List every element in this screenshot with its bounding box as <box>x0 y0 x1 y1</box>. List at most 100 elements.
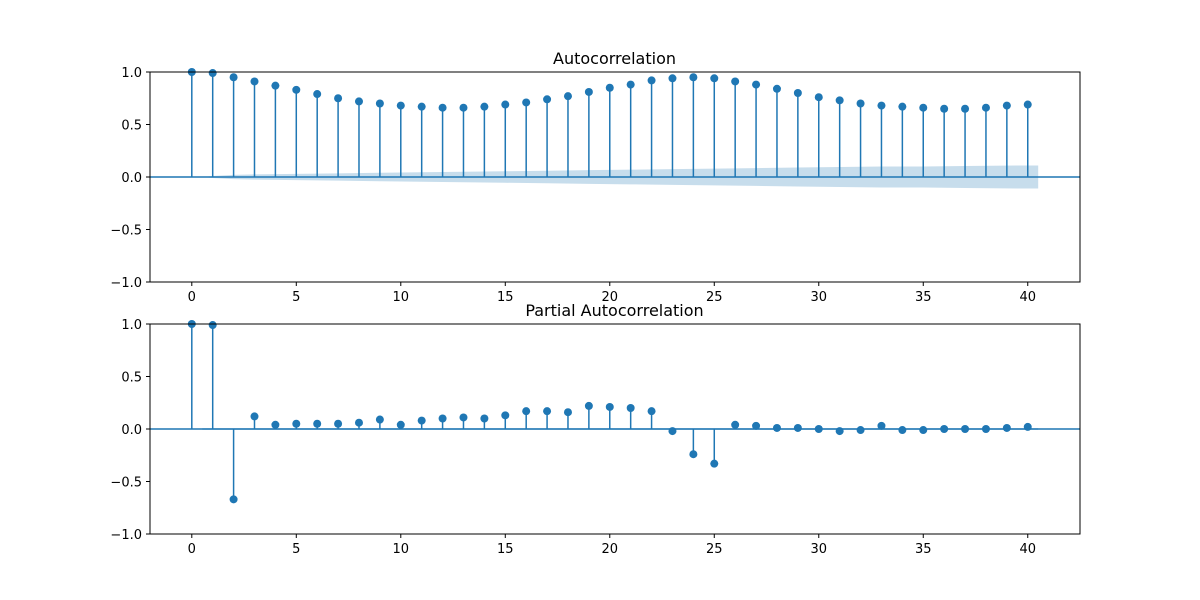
pacf-xtick-label-40: 40 <box>1019 542 1036 557</box>
acf-xtick-label-0: 0 <box>188 290 196 305</box>
acf-marker-12 <box>438 103 447 112</box>
acf-marker-31 <box>835 96 844 105</box>
pacf-marker-32 <box>856 426 865 435</box>
pacf-marker-4 <box>271 420 280 429</box>
pacf-ytick-label-3: 0.5 <box>121 371 142 386</box>
acf-marker-33 <box>877 101 886 110</box>
acf-marker-40 <box>1023 100 1032 109</box>
acf-marker-16 <box>522 98 531 107</box>
pacf-marker-37 <box>961 425 970 433</box>
pacf-panel: 0 5 10 15 20 25 30 35 40 −1.0 −0.5 0.0 0.5 1.0 Partial… <box>110 301 1081 557</box>
acf-ytick-label-4: 1.0 <box>121 66 142 81</box>
acf-panel: 0 5 10 15 20 25 30 35 40 −1.0 −0.5 0.0 0.5 1.0 Autocor… <box>110 49 1081 305</box>
acf-marker-24 <box>689 73 698 82</box>
pacf-xtick-label-0: 0 <box>188 542 196 557</box>
acf-marker-36 <box>940 104 949 113</box>
acf-marker-26 <box>731 77 740 86</box>
pacf-marker-25 <box>710 459 719 468</box>
acf-marker-19 <box>584 87 593 96</box>
pacf-marker-11 <box>417 416 426 425</box>
pacf-marker-39 <box>1002 423 1011 432</box>
acf-marker-15 <box>501 100 510 109</box>
pacf-marker-30 <box>814 425 823 433</box>
acf-ytick-label-0: −1.0 <box>110 276 142 291</box>
acf-marker-9 <box>375 99 384 108</box>
acf-marker-1 <box>208 69 217 78</box>
acf-xtick-label-25: 25 <box>706 290 723 305</box>
pacf-marker-31 <box>835 427 844 436</box>
pacf-marker-12 <box>438 414 447 423</box>
acf-xtick-label-5: 5 <box>292 290 300 305</box>
acf-marker-21 <box>626 80 635 89</box>
acf-marker-14 <box>480 102 489 111</box>
pacf-marker-5 <box>292 419 301 428</box>
pacf-xtick-label-25: 25 <box>706 542 723 557</box>
pacf-marker-13 <box>459 413 468 422</box>
acf-xtick-label-20: 20 <box>602 290 619 305</box>
pacf-marker-16 <box>522 407 531 416</box>
pacf-marker-10 <box>396 420 405 429</box>
acf-ytick-label-1: −0.5 <box>110 224 142 239</box>
acf-marker-10 <box>396 101 405 110</box>
acf-ytick-label-2: 0.0 <box>121 171 142 186</box>
acf-marker-4 <box>271 81 280 90</box>
acf-xtick-label-15: 15 <box>497 290 514 305</box>
acf-marker-35 <box>919 103 928 112</box>
acf-marker-22 <box>647 76 656 85</box>
pacf-xtick-label-10: 10 <box>393 542 410 557</box>
acf-ytick-label-3: 0.5 <box>121 119 142 134</box>
acf-marker-18 <box>563 92 572 101</box>
pacf-ytick-label-4: 1.0 <box>121 318 142 333</box>
pacf-ytick-label-0: −1.0 <box>110 528 142 543</box>
acf-marker-13 <box>459 103 468 112</box>
acf-marker-20 <box>605 83 614 92</box>
pacf-marker-9 <box>375 415 384 424</box>
pacf-marker-28 <box>772 423 781 432</box>
acf-marker-29 <box>793 89 802 97</box>
pacf-xtick-label-5: 5 <box>292 542 300 557</box>
pacf-marker-29 <box>793 423 802 432</box>
pacf-marker-26 <box>731 420 740 429</box>
pacf-ytick-label-2: 0.0 <box>121 423 142 438</box>
acf-marker-27 <box>752 80 761 89</box>
pacf-marker-38 <box>981 425 990 433</box>
acf-marker-38 <box>981 103 990 112</box>
pacf-marker-14 <box>480 414 489 423</box>
pacf-title: Partial Autocorrelation <box>525 301 703 320</box>
acf-marker-7 <box>334 94 343 103</box>
pacf-marker-19 <box>584 401 593 410</box>
pacf-xtick-label-30: 30 <box>810 542 827 557</box>
pacf-marker-15 <box>501 411 510 420</box>
pacf-marker-3 <box>250 412 259 421</box>
pacf-marker-27 <box>752 421 761 430</box>
acf-xtick-label-35: 35 <box>915 290 932 305</box>
acf-marker-23 <box>668 74 677 83</box>
pacf-marker-36 <box>940 425 949 433</box>
acf-xtick-label-30: 30 <box>810 290 827 305</box>
acf-marker-28 <box>772 84 781 93</box>
pacf-marker-1 <box>208 321 217 330</box>
pacf-marker-21 <box>626 404 635 412</box>
acf-marker-17 <box>543 95 552 104</box>
pacf-marker-8 <box>354 418 363 427</box>
pacf-marker-17 <box>543 407 552 416</box>
acf-marker-3 <box>250 77 259 86</box>
acf-xtick-label-10: 10 <box>393 290 410 305</box>
pacf-marker-6 <box>313 419 322 428</box>
pacf-marker-7 <box>334 419 343 428</box>
pacf-marker-20 <box>605 402 614 411</box>
pacf-marker-34 <box>898 426 907 435</box>
pacf-marker-18 <box>563 408 572 417</box>
pacf-marker-23 <box>668 427 677 436</box>
pacf-marker-2 <box>229 495 238 504</box>
pacf-xtick-label-20: 20 <box>602 542 619 557</box>
acf-marker-25 <box>710 74 719 83</box>
pacf-marker-35 <box>919 426 928 435</box>
acf-marker-5 <box>292 85 301 94</box>
acf-marker-30 <box>814 93 823 102</box>
acf-marker-11 <box>417 102 426 111</box>
acf-title: Autocorrelation <box>553 49 676 68</box>
pacf-marker-40 <box>1023 422 1032 431</box>
acf-xtick-label-40: 40 <box>1019 290 1036 305</box>
